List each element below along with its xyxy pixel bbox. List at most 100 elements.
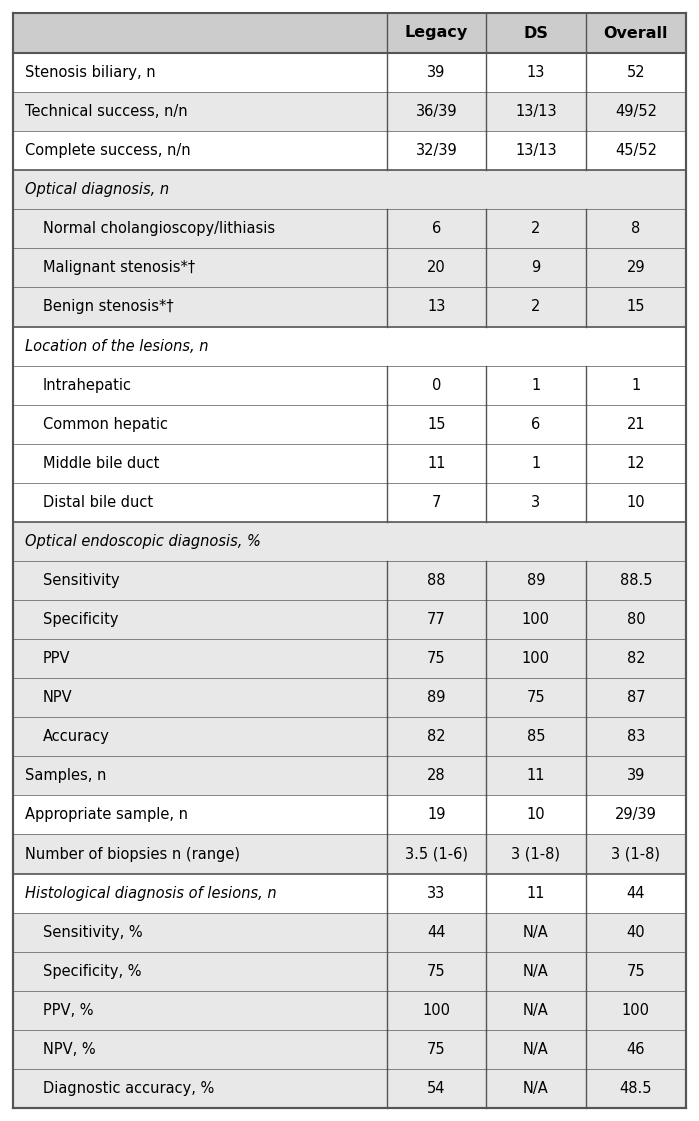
Text: 32/39: 32/39: [415, 143, 457, 158]
Text: 11: 11: [526, 768, 545, 784]
Text: 15: 15: [427, 417, 445, 432]
Text: 6: 6: [531, 417, 540, 432]
Text: PPV, %: PPV, %: [43, 1003, 94, 1018]
Text: 11: 11: [427, 456, 445, 471]
Text: Intrahepatic: Intrahepatic: [43, 378, 132, 392]
Text: Specificity, %: Specificity, %: [43, 964, 141, 979]
Text: N/A: N/A: [523, 925, 549, 939]
Bar: [13, 796, 686, 834]
Text: 29: 29: [626, 260, 645, 276]
Text: 100: 100: [422, 1003, 450, 1018]
Text: 1: 1: [531, 378, 540, 392]
Text: 75: 75: [626, 964, 645, 979]
Text: 10: 10: [526, 807, 545, 823]
Text: Malignant stenosis*†: Malignant stenosis*†: [43, 260, 195, 276]
Bar: [13, 365, 686, 405]
Bar: [13, 405, 686, 444]
Text: 89: 89: [427, 691, 445, 705]
Bar: [13, 522, 686, 560]
Text: 100: 100: [622, 1003, 650, 1018]
Text: 100: 100: [522, 651, 550, 666]
Text: 52: 52: [626, 65, 645, 80]
Text: Diagnostic accuracy, %: Diagnostic accuracy, %: [43, 1081, 215, 1096]
Text: 89: 89: [526, 573, 545, 589]
Text: Stenosis biliary, n: Stenosis biliary, n: [25, 65, 156, 80]
Bar: [13, 53, 686, 92]
Text: 36/39: 36/39: [415, 104, 457, 119]
Text: Benign stenosis*†: Benign stenosis*†: [43, 299, 173, 315]
Bar: [13, 131, 686, 170]
Text: Legacy: Legacy: [405, 26, 468, 40]
Text: 100: 100: [522, 612, 550, 627]
Text: 29/39: 29/39: [615, 807, 657, 823]
Bar: [13, 678, 686, 717]
Text: 39: 39: [627, 768, 645, 784]
Text: Location of the lesions, n: Location of the lesions, n: [25, 339, 208, 353]
Text: 1: 1: [531, 456, 540, 471]
Text: Distal bile duct: Distal bile duct: [43, 494, 153, 510]
Text: Appropriate sample, n: Appropriate sample, n: [25, 807, 188, 823]
Bar: [13, 92, 686, 131]
Text: 46: 46: [626, 1041, 645, 1057]
Text: Overall: Overall: [604, 26, 668, 40]
Text: 49/52: 49/52: [615, 104, 657, 119]
Bar: [13, 1030, 686, 1069]
Text: 12: 12: [626, 456, 645, 471]
Bar: [13, 834, 686, 873]
Bar: [13, 717, 686, 757]
Text: N/A: N/A: [523, 964, 549, 979]
Text: 33: 33: [427, 886, 445, 900]
Text: 82: 82: [427, 730, 446, 744]
Text: 6: 6: [432, 221, 441, 237]
Text: 7: 7: [431, 494, 441, 510]
Text: Common hepatic: Common hepatic: [43, 417, 168, 432]
Bar: [13, 560, 686, 600]
Bar: [13, 952, 686, 991]
Text: 48.5: 48.5: [619, 1081, 652, 1096]
Text: 2: 2: [531, 299, 540, 315]
Text: 3.5 (1-6): 3.5 (1-6): [405, 846, 468, 862]
Text: Sensitivity: Sensitivity: [43, 573, 120, 589]
Text: Complete success, n/n: Complete success, n/n: [25, 143, 191, 158]
Text: PPV: PPV: [43, 651, 71, 666]
Text: Number of biopsies n (range): Number of biopsies n (range): [25, 846, 240, 862]
Bar: [13, 326, 686, 365]
Text: 45/52: 45/52: [615, 143, 657, 158]
Text: 19: 19: [427, 807, 445, 823]
Bar: [13, 757, 686, 796]
Bar: [13, 170, 686, 210]
Text: 88.5: 88.5: [619, 573, 652, 589]
Bar: [13, 873, 686, 912]
Bar: [13, 1069, 686, 1108]
Bar: [13, 249, 686, 287]
Text: Accuracy: Accuracy: [43, 730, 110, 744]
Text: 85: 85: [526, 730, 545, 744]
Text: 88: 88: [427, 573, 445, 589]
Text: 54: 54: [427, 1081, 445, 1096]
Bar: [13, 600, 686, 639]
Text: Middle bile duct: Middle bile duct: [43, 456, 159, 471]
Text: NPV: NPV: [43, 691, 73, 705]
Text: 75: 75: [427, 964, 446, 979]
Text: 44: 44: [427, 925, 445, 939]
Text: Histological diagnosis of lesions, n: Histological diagnosis of lesions, n: [25, 886, 277, 900]
Bar: [13, 483, 686, 522]
Text: 9: 9: [531, 260, 540, 276]
Text: N/A: N/A: [523, 1041, 549, 1057]
Text: 3: 3: [531, 494, 540, 510]
Text: 11: 11: [526, 886, 545, 900]
Text: 13: 13: [427, 299, 445, 315]
Text: Specificity: Specificity: [43, 612, 119, 627]
Text: 13/13: 13/13: [515, 104, 556, 119]
Text: 75: 75: [427, 1041, 446, 1057]
Text: 21: 21: [626, 417, 645, 432]
Bar: [13, 444, 686, 483]
Text: Technical success, n/n: Technical success, n/n: [25, 104, 187, 119]
Bar: [13, 287, 686, 326]
Text: 75: 75: [526, 691, 545, 705]
Text: 2: 2: [531, 221, 540, 237]
Text: 13: 13: [527, 65, 545, 80]
Text: 40: 40: [626, 925, 645, 939]
Text: 44: 44: [626, 886, 645, 900]
Text: 3 (1-8): 3 (1-8): [512, 846, 561, 862]
